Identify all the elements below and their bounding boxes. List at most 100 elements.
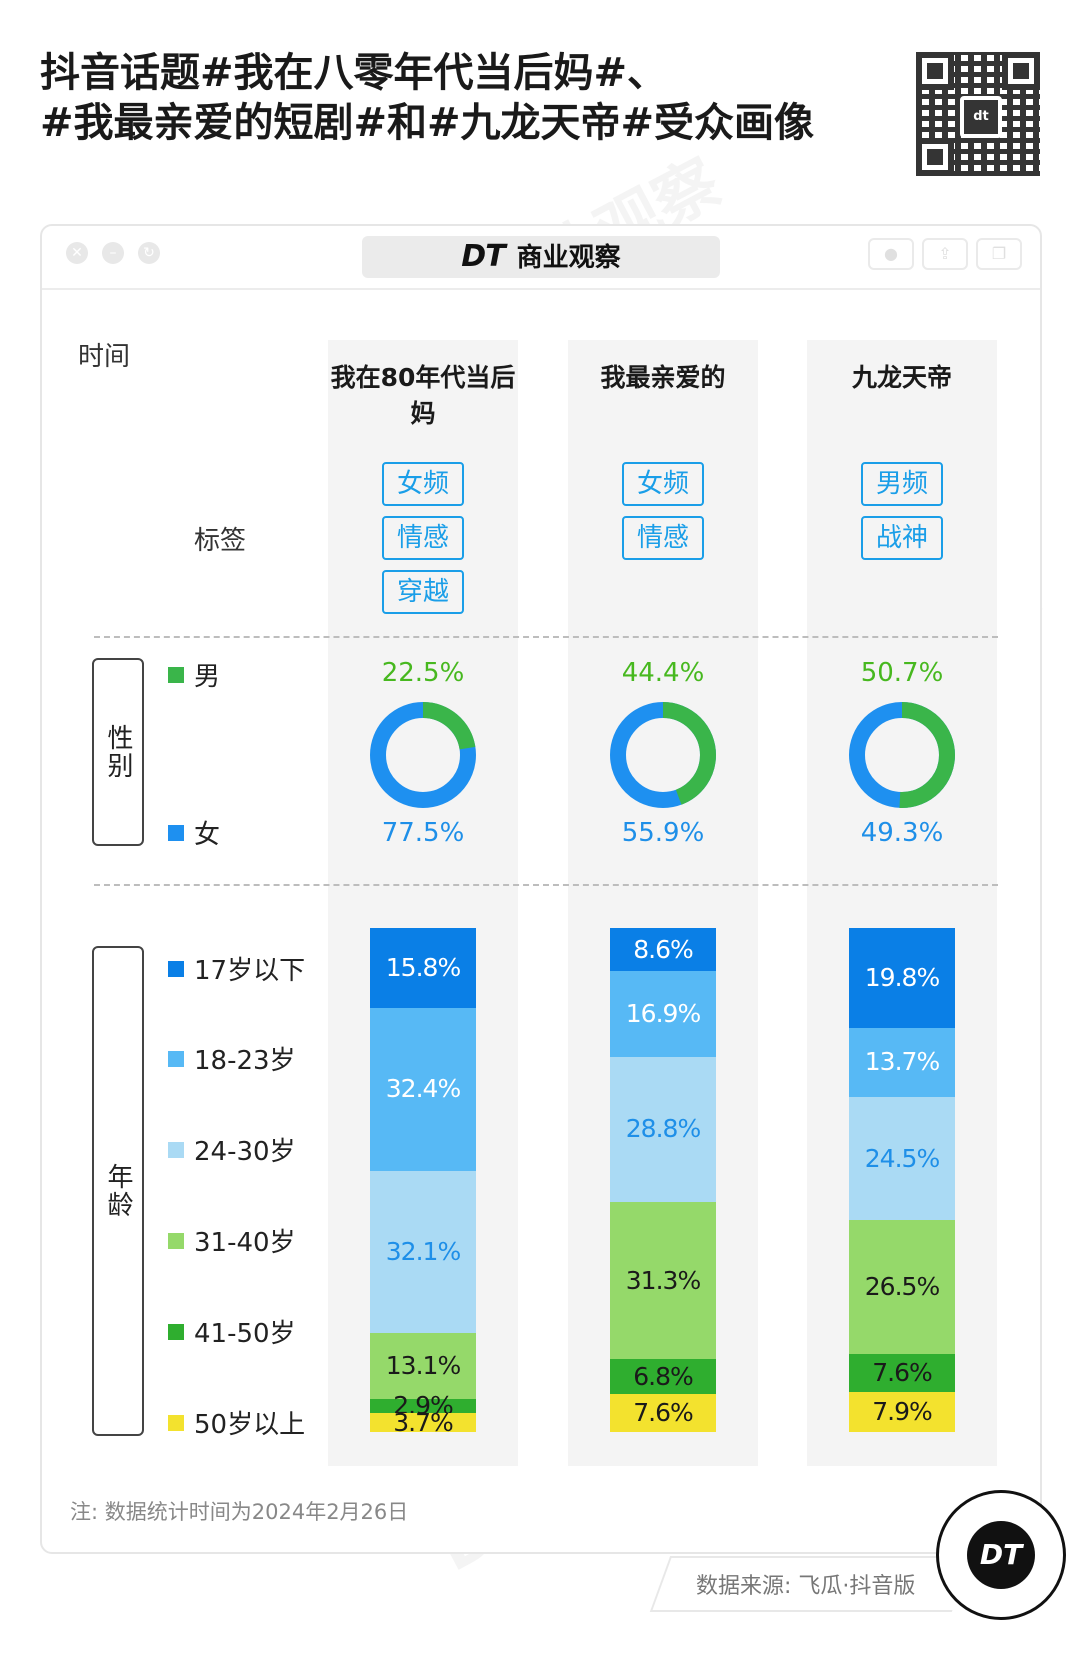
tags-label: 标签 — [194, 526, 247, 556]
dt-badge: DT — [936, 1490, 1066, 1620]
gender-section-label: 性别 — [92, 658, 144, 846]
male-percent: 50.7% — [860, 658, 944, 688]
share-icon[interactable]: ⇪ — [922, 238, 968, 270]
age-stacked-bar: 8.6% 16.9% 28.8% 31.3% 6.8% 7.6% — [610, 928, 716, 1432]
bar-data-label: 28.8% — [625, 1114, 701, 1144]
bar-data-label: 32.4% — [385, 1074, 461, 1104]
age-stacked-bar: 19.8% 13.7% 24.5% 26.5% 7.6% 7.9% — [849, 928, 955, 1432]
legend-age-item: 31-40岁 — [168, 1222, 296, 1259]
female-percent: 49.3% — [860, 818, 944, 848]
bar-data-label: 32.1% — [385, 1236, 461, 1266]
donut-slice-male — [849, 702, 955, 808]
record-icon[interactable]: ● — [868, 238, 914, 270]
window-title: DT 商业观察 — [362, 236, 720, 278]
bar-segment — [370, 1398, 476, 1414]
bar-segment — [370, 1007, 476, 1171]
tag-badge: 情感 — [382, 516, 464, 560]
tag-badge: 男频 — [861, 462, 943, 506]
bar-segment — [610, 1359, 716, 1394]
legend-swatch — [168, 1050, 184, 1067]
legend-label: 男 — [194, 662, 221, 692]
bar-data-label: 6.8% — [633, 1361, 694, 1391]
dt-logo: DT — [967, 1521, 1035, 1589]
gender-donut-chart — [370, 702, 476, 808]
bar-data-label: 3.7% — [393, 1407, 454, 1437]
bar-segment — [849, 1220, 955, 1354]
bar-segment — [849, 1027, 955, 1097]
bar-data-label: 19.8% — [864, 962, 940, 992]
legend-swatch — [168, 1232, 184, 1249]
legend-label: 41-50岁 — [194, 1319, 296, 1349]
donut-slice-male — [370, 702, 476, 808]
data-source: 数据来源: 飞瓜·抖音版 — [696, 1574, 916, 1599]
tag-badge: 穿越 — [382, 570, 464, 614]
brand-logo: DT — [461, 239, 505, 274]
bar-data-label: 26.5% — [864, 1272, 940, 1302]
bar-data-label: 13.7% — [864, 1047, 940, 1077]
qr-finder — [1002, 52, 1040, 90]
tag-badge: 战神 — [861, 516, 943, 560]
section-divider — [94, 884, 998, 886]
legend-age-item: 41-50岁 — [168, 1313, 296, 1350]
column-title: 我在80年代当后妈 — [328, 360, 518, 432]
tag-badge: 女频 — [622, 462, 704, 506]
qr-finder — [916, 52, 954, 90]
window-controls: ✕ – ↻ — [66, 242, 160, 264]
column-title-text: 九龙天帝 — [851, 363, 952, 392]
bar-segment — [849, 1096, 955, 1221]
bar-data-label: 13.1% — [385, 1350, 461, 1380]
legend-female: 女 — [168, 814, 220, 851]
legend-label: 17岁以下 — [194, 956, 306, 986]
column-title: 我最亲爱的 — [568, 360, 758, 396]
donut-slice-male — [610, 702, 716, 808]
bar-data-label: 8.6% — [633, 934, 694, 964]
headline-line-2: #我最亲爱的短剧#和#九龙天帝#受众画像 — [40, 100, 815, 146]
legend-label: 18-23岁 — [194, 1046, 296, 1076]
female-percent: 55.9% — [621, 818, 705, 848]
footnote: 注: 数据统计时间为2024年2月26日 — [70, 1500, 409, 1524]
age-label: 年龄 — [103, 1163, 133, 1219]
male-percent: 44.4% — [621, 658, 705, 688]
tag-badge: 女频 — [382, 462, 464, 506]
copy-icon[interactable]: ❐ — [976, 238, 1022, 270]
bar-data-label: 24.5% — [864, 1143, 940, 1173]
time-label: 时间 — [78, 342, 131, 372]
bar-segment — [610, 1056, 716, 1202]
column-title-text: 我最亲爱的 — [600, 363, 726, 392]
column-title: 九龙天帝 — [807, 360, 997, 396]
tag-badge: 情感 — [622, 516, 704, 560]
bar-data-label: 15.8% — [385, 952, 461, 982]
age-section-label: 年龄 — [92, 946, 144, 1436]
legend-label: 女 — [194, 820, 221, 850]
legend-swatch — [168, 824, 184, 841]
legend-label: 50岁以上 — [194, 1410, 306, 1440]
window-title-text: 商业观察 — [516, 243, 621, 273]
qr-finder — [916, 138, 954, 176]
bar-segment — [610, 1201, 716, 1360]
bar-segment — [370, 1413, 476, 1432]
gender-label: 性别 — [103, 724, 133, 780]
close-icon[interactable]: ✕ — [66, 242, 88, 264]
female-percent: 77.5% — [381, 818, 465, 848]
legend-label: 24-30岁 — [194, 1137, 296, 1167]
headline: 抖音话题#我在八零年代当后妈#、 #我最亲爱的短剧#和#九龙天帝#受众画像 — [40, 48, 870, 148]
minimize-icon[interactable]: – — [102, 242, 124, 264]
bar-data-label: 7.9% — [872, 1397, 933, 1427]
column-title-text: 我在80年代当后妈 — [330, 363, 516, 428]
age-stacked-bar: 15.8% 32.4% 32.1% 13.1% 2.9% 3.7% — [370, 928, 476, 1437]
qr-logo: dt — [960, 96, 1002, 138]
section-divider — [94, 636, 998, 638]
bar-segment — [610, 971, 716, 1057]
bar-segment — [849, 1392, 955, 1432]
bar-segment — [610, 928, 716, 972]
legend-swatch — [168, 1141, 184, 1158]
legend-age-item: 50岁以上 — [168, 1404, 305, 1441]
bar-segment — [849, 1353, 955, 1393]
bar-segment — [370, 1332, 476, 1399]
bar-segment — [610, 1393, 716, 1432]
bar-data-label: 16.9% — [625, 998, 701, 1028]
legend-swatch — [168, 666, 184, 683]
legend-swatch — [168, 1414, 184, 1431]
maximize-icon[interactable]: ↻ — [138, 242, 160, 264]
headline-line-1: 抖音话题#我在八零年代当后妈#、 — [40, 50, 668, 96]
